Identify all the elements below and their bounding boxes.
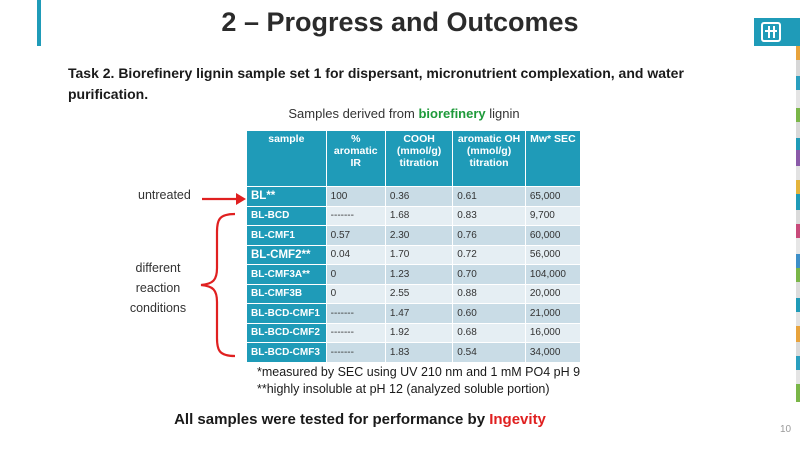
subtitle-highlight: biorefinery: [418, 106, 486, 121]
conclusion-text: All samples were tested for performance …: [174, 411, 546, 428]
footer-highlight: Ingevity: [489, 411, 546, 428]
aromatic-ir-cell: 100: [325, 186, 386, 207]
accent-bar: [37, 0, 41, 46]
cooh-cell: 2.55: [384, 283, 454, 304]
aromatic-ir-cell: 0: [325, 264, 386, 285]
untreated-label: untreated: [138, 188, 191, 202]
different-conditions-label: different reaction conditions: [129, 261, 187, 315]
lignin-sample-table: sample % aromatic IR COOH (mmol/g) titra…: [246, 130, 582, 363]
aromatic-ir-cell: 0.04: [325, 244, 386, 265]
aromatic-oh-cell: 0.76: [452, 225, 526, 246]
header-mw: Mw* SEC: [524, 130, 582, 187]
cooh-cell: 2.30: [384, 225, 454, 246]
header-sample: sample: [246, 130, 327, 187]
table-row: BL-CMF1 0.57 2.30 0.76 60,000: [246, 225, 582, 246]
cooh-cell: 1.68: [384, 205, 454, 226]
sample-cell: BL-BCD: [246, 205, 327, 226]
aromatic-oh-cell: 0.88: [452, 283, 526, 304]
table-row: BL-CMF2** 0.04 1.70 0.72 56,000: [246, 244, 582, 265]
aromatic-oh-cell: 0.70: [452, 264, 526, 285]
footnote-insoluble: **highly insoluble at pH 12 (analyzed so…: [257, 382, 550, 396]
task-description: Task 2. Biorefinery lignin sample set 1 …: [68, 65, 684, 102]
aromatic-oh-cell: 0.83: [452, 205, 526, 226]
cooh-cell: 0.36: [384, 186, 454, 207]
mw-cell: 20,000: [524, 283, 582, 304]
mw-cell: 60,000: [524, 225, 582, 246]
cooh-cell: 1.83: [384, 342, 454, 363]
cooh-cell: 1.92: [384, 322, 454, 343]
page-number: 10: [780, 424, 792, 435]
mw-cell: 21,000: [524, 303, 582, 324]
header-cooh: COOH (mmol/g) titration: [384, 130, 454, 187]
table-row: BL-BCD-CMF3 ------- 1.83 0.54 34,000: [246, 342, 582, 363]
sample-cell: BL-CMF3B: [246, 283, 327, 304]
aromatic-oh-cell: 0.72: [452, 244, 526, 265]
header-aromatic-ir: % aromatic IR: [325, 130, 386, 187]
table-row: BL-CMF3B 0 2.55 0.88 20,000: [246, 283, 582, 304]
table-row: BL-BCD-CMF1 ------- 1.47 0.60 21,000: [246, 303, 582, 324]
table-footnotes: *measured by SEC using UV 210 nm and 1 m…: [257, 364, 580, 398]
table-row: BL-BCD-CMF2 ------- 1.92 0.68 16,000: [246, 322, 582, 343]
mw-cell: 34,000: [524, 342, 582, 363]
aromatic-ir-cell: 0: [325, 283, 386, 304]
table-subtitle: Samples derived from biorefinery lignin: [288, 106, 520, 121]
sample-cell: BL-BCD-CMF1: [246, 303, 327, 324]
footnote-sec: *measured by SEC using UV 210 nm and 1 m…: [257, 365, 581, 379]
aromatic-ir-cell: -------: [325, 322, 386, 343]
sample-cell: BL-CMF3A**: [246, 264, 327, 285]
mw-cell: 9,700: [524, 205, 582, 226]
red-brace-icon: [200, 212, 236, 358]
mw-cell: 16,000: [524, 322, 582, 343]
table-header-row: sample % aromatic IR COOH (mmol/g) titra…: [246, 130, 582, 187]
aromatic-ir-cell: -------: [325, 303, 386, 324]
mw-cell: 104,000: [524, 264, 582, 285]
aromatic-oh-cell: 0.68: [452, 322, 526, 343]
aromatic-oh-cell: 0.61: [452, 186, 526, 207]
slide-title: 2 – Progress and Outcomes: [221, 7, 579, 37]
sample-cell: BL-BCD-CMF2: [246, 322, 327, 343]
red-arrow-icon: [202, 193, 246, 205]
header-aromatic-oh: aromatic OH (mmol/g) titration: [452, 130, 526, 187]
sample-cell: BL-CMF2**: [246, 244, 327, 265]
table-row: BL-BCD ------- 1.68 0.83 9,700: [246, 205, 582, 226]
sample-cell: BL**: [246, 186, 327, 207]
table-row: BL-CMF3A** 0 1.23 0.70 104,000: [246, 264, 582, 285]
logo-icon: [761, 22, 781, 42]
sample-cell: BL-CMF1: [246, 225, 327, 246]
mw-cell: 65,000: [524, 186, 582, 207]
table-row: BL** 100 0.36 0.61 65,000: [246, 186, 582, 207]
cooh-cell: 1.47: [384, 303, 454, 324]
logo: [754, 18, 800, 46]
cooh-cell: 1.70: [384, 244, 454, 265]
aromatic-ir-cell: -------: [325, 342, 386, 363]
decorative-color-strip: [796, 46, 800, 426]
aromatic-ir-cell: -------: [325, 205, 386, 226]
sample-cell: BL-BCD-CMF3: [246, 342, 327, 363]
cooh-cell: 1.23: [384, 264, 454, 285]
aromatic-oh-cell: 0.54: [452, 342, 526, 363]
aromatic-ir-cell: 0.57: [325, 225, 386, 246]
aromatic-oh-cell: 0.60: [452, 303, 526, 324]
mw-cell: 56,000: [524, 244, 582, 265]
